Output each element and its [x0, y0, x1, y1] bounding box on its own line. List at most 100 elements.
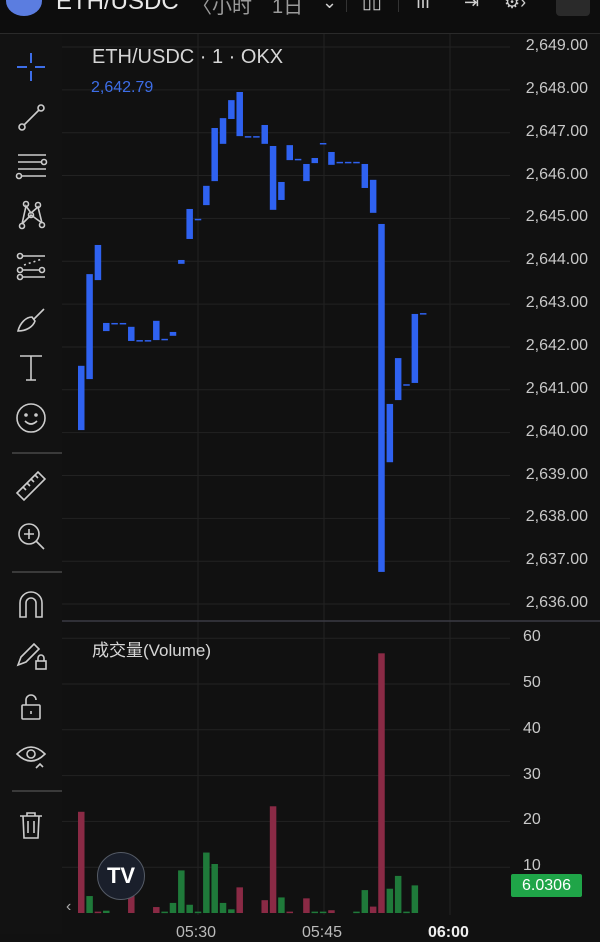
volume-title: 成交量(Volume) — [92, 641, 212, 660]
price-tick-label: 2,646.00 — [525, 165, 588, 183]
volume-bar — [278, 897, 285, 913]
candle — [411, 313, 419, 383]
lock-drawing-icon[interactable] — [14, 637, 48, 671]
fib-channel-icon[interactable] — [14, 249, 48, 283]
candle — [386, 403, 394, 463]
import-icon[interactable]: ⇥ — [464, 0, 480, 12]
candle-type-icon[interactable]: ▯▯ — [362, 0, 382, 12]
volume-bar — [394, 875, 402, 913]
candle — [319, 142, 327, 145]
candle — [303, 163, 310, 182]
volume-bar — [86, 896, 93, 913]
candle — [119, 322, 127, 325]
candle — [78, 365, 85, 431]
candle — [394, 358, 402, 401]
unlock-icon[interactable] — [14, 690, 48, 724]
candle — [269, 145, 277, 210]
emoji-icon[interactable] — [14, 401, 48, 435]
candle — [144, 340, 152, 342]
price-tick-label: 2,636.00 — [525, 594, 588, 612]
volume-bar — [186, 904, 193, 913]
toolbar-divider — [12, 571, 62, 573]
candle — [369, 179, 377, 213]
candle — [161, 338, 168, 341]
brush-icon[interactable] — [14, 303, 48, 337]
trend-line-icon[interactable] — [14, 100, 48, 134]
volume-bar — [269, 806, 277, 913]
zoom-in-icon[interactable] — [14, 519, 48, 553]
horizontal-lines-icon[interactable] — [14, 149, 48, 183]
indicators-icon[interactable]: ılı — [416, 0, 431, 12]
time-tick-label: 06:00 — [428, 924, 469, 941]
volume-bar — [236, 887, 243, 913]
time-tick-label: 05:45 — [302, 924, 343, 941]
interval-prev[interactable]: 〈小时 — [192, 0, 252, 18]
top-bar: ETH/USDC 〈小时 1日 ⌄ ▯▯ ılı ⇥ ⚙› — [0, 0, 600, 34]
volume-bar — [178, 870, 185, 913]
volume-bar — [353, 911, 360, 914]
price-tick-label: 2,647.00 — [525, 122, 588, 140]
candle — [211, 127, 218, 182]
chevron-down-icon[interactable]: ⌄ — [322, 0, 338, 12]
price-tick-label: 2,641.00 — [525, 379, 588, 397]
crosshair-icon[interactable] — [14, 50, 48, 84]
time-tick-label: 05:30 — [176, 924, 217, 941]
volume-bar — [194, 911, 202, 914]
candle — [94, 244, 102, 281]
eth-logo-icon — [6, 0, 42, 16]
text-icon[interactable] — [14, 351, 48, 385]
candle — [111, 322, 118, 325]
price-tick-label: 2,644.00 — [525, 251, 588, 269]
candle — [286, 145, 293, 161]
magnet-icon[interactable] — [14, 587, 48, 621]
interval-selector[interactable]: 1日 — [272, 0, 304, 18]
volume-tick-label: 50 — [523, 674, 541, 691]
volume-bar — [386, 888, 394, 913]
candle — [153, 320, 160, 341]
volume-tick-label: 40 — [523, 719, 541, 737]
volume-bar — [411, 885, 419, 913]
candle — [169, 331, 177, 336]
fullscreen-button[interactable] — [556, 0, 590, 16]
candle — [219, 118, 227, 144]
volume-tick-label: 60 — [523, 628, 541, 646]
volume-bar — [203, 852, 210, 913]
candle — [228, 100, 235, 119]
candle — [328, 151, 335, 165]
candle — [244, 136, 252, 138]
pattern-icon[interactable] — [14, 198, 48, 232]
settings-icon[interactable]: ⚙› — [504, 0, 527, 12]
volume-bar — [94, 911, 102, 914]
price-tick-label: 2,637.00 — [525, 551, 588, 569]
divider — [346, 0, 347, 12]
candle — [378, 223, 385, 572]
candle — [344, 161, 352, 164]
candle — [361, 163, 369, 188]
volume-bar — [319, 911, 327, 914]
price-tick-label: 2,645.00 — [525, 208, 588, 226]
volume-bar — [103, 910, 110, 913]
ruler-icon[interactable] — [14, 469, 48, 503]
scroll-left-icon[interactable]: ‹ — [66, 898, 72, 915]
price-tick-label: 2,638.00 — [525, 508, 588, 526]
candle — [203, 185, 210, 206]
volume-bar — [228, 909, 235, 913]
candle — [278, 181, 285, 200]
volume-bar — [128, 896, 135, 913]
price-tick-label: 2,648.00 — [525, 79, 588, 97]
tradingview-logo[interactable]: TV — [97, 852, 145, 900]
candle — [261, 124, 268, 144]
volume-bar — [161, 911, 168, 914]
symbol-selector[interactable]: ETH/USDC — [56, 0, 179, 15]
volume-last-badge: 6.0306 — [511, 874, 582, 897]
candle — [311, 157, 319, 164]
trash-icon[interactable] — [14, 808, 48, 842]
candle — [236, 91, 243, 137]
volume-tick-label: 20 — [523, 811, 541, 829]
volume-bar — [328, 910, 335, 913]
price-tick-label: 2,642.00 — [525, 336, 588, 354]
visibility-icon[interactable] — [14, 738, 48, 772]
candle — [353, 161, 360, 164]
volume-bar — [153, 907, 160, 913]
